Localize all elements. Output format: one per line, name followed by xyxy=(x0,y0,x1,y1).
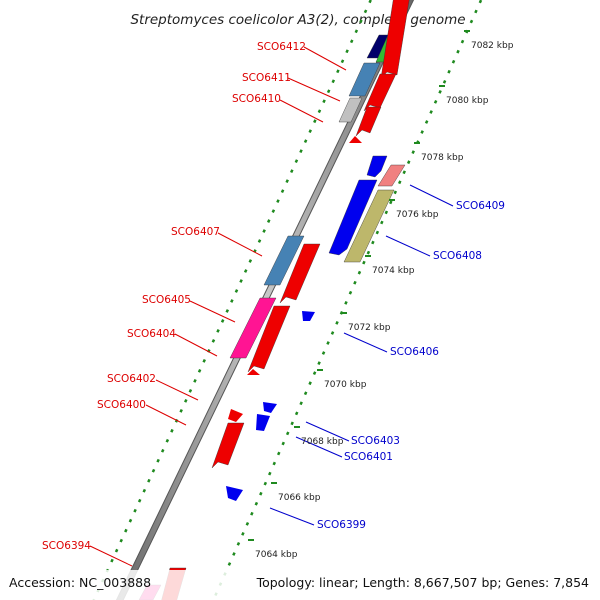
gene-grey xyxy=(338,97,363,123)
tick-label: 7082 kbp xyxy=(471,41,514,51)
gene-label-forward: SCO6407 xyxy=(171,226,220,238)
leader-line xyxy=(279,99,324,123)
gene-blue-rev-a xyxy=(366,155,388,178)
leader-line xyxy=(343,332,388,353)
gene-red-b xyxy=(355,106,382,137)
gene-label-reverse: SCO6408 xyxy=(433,250,482,262)
leader-line xyxy=(385,235,431,257)
gene-label-reverse: SCO6406 xyxy=(390,346,439,358)
leader-line xyxy=(155,379,199,401)
gene-red-a xyxy=(363,73,397,112)
genes-layer xyxy=(138,0,410,600)
genome-title: Streptomyces coelicolor A3(2), complete … xyxy=(130,12,465,28)
gene-red-tiny-a xyxy=(349,136,362,143)
gene-label-reverse: SCO6409 xyxy=(456,200,505,212)
leader-line xyxy=(217,232,263,257)
gene-label-forward: SCO6404 xyxy=(127,328,176,340)
leader-line xyxy=(269,507,315,526)
leader-line xyxy=(305,421,350,442)
strand-guide-1 xyxy=(212,0,483,600)
gene-magenta xyxy=(229,297,277,359)
leader-line xyxy=(145,404,187,426)
leader-line xyxy=(303,46,347,71)
leader-line xyxy=(174,333,218,357)
gene-label-forward: SCO6410 xyxy=(232,93,281,105)
gene-khaki xyxy=(343,189,395,263)
tick-label: 7064 kbp xyxy=(255,550,298,560)
gene-label-forward: SCO6394 xyxy=(42,540,91,552)
tick-label: 7068 kbp xyxy=(301,437,344,447)
tick-label: 7072 kbp xyxy=(348,323,391,333)
tick-label: 7066 kbp xyxy=(278,493,321,503)
gene-blue-rev-b xyxy=(328,179,378,256)
ticks-layer: 7064 kbp 7066 kbp 7068 kbp 7070 kbp 7072 kbp… xyxy=(248,30,514,560)
gene-blue-small-c xyxy=(256,414,270,431)
tick-label: 7074 kbp xyxy=(372,266,415,276)
gene-blue-small-a xyxy=(302,311,315,321)
gene-red-d xyxy=(247,305,291,373)
gene-red-tiny-b xyxy=(247,369,260,375)
gene-label-forward: SCO6402 xyxy=(107,373,156,385)
gene-label-reverse: SCO6401 xyxy=(344,451,393,463)
gene-steelblue-a xyxy=(348,62,381,97)
tick-label: 7070 kbp xyxy=(324,380,367,390)
topology-text: Topology: linear; Length: 8,667,507 bp; … xyxy=(256,575,589,590)
gene-label-forward: SCO6412 xyxy=(257,41,306,53)
gene-steelblue-b xyxy=(263,235,305,286)
gene-label-forward: SCO6405 xyxy=(142,294,191,306)
label-leaders xyxy=(89,46,454,567)
gene-pink xyxy=(377,164,406,187)
leader-line xyxy=(409,184,454,207)
leader-line xyxy=(287,77,341,102)
strand-guide-0 xyxy=(92,0,373,600)
tick-label: 7076 kbp xyxy=(396,210,439,220)
gene-blue-small-b xyxy=(263,402,277,413)
gene-label-reverse: SCO6403 xyxy=(351,435,400,447)
tick-label: 7080 kbp xyxy=(446,96,489,106)
accession-text: Accession: NC_003888 xyxy=(9,575,151,590)
gene-red-e xyxy=(211,422,245,469)
leader-line xyxy=(89,545,133,567)
gene-labels-layer: SCO6412 SCO6411 SCO6410 SCO6407 SCO6405 SCO64… xyxy=(42,41,505,552)
gene-red-small-a xyxy=(228,409,243,422)
gene-label-reverse: SCO6399 xyxy=(317,519,366,531)
gene-blue-small-d xyxy=(226,486,243,501)
footer-bg xyxy=(0,570,600,600)
gene-red-c xyxy=(279,243,321,304)
strand-guides xyxy=(92,0,483,600)
gene-label-forward: SCO6400 xyxy=(97,399,146,411)
gene-label-forward: SCO6411 xyxy=(242,72,291,84)
tick-label: 7078 kbp xyxy=(421,153,464,163)
leader-line xyxy=(189,300,236,323)
gene-red-top xyxy=(380,0,410,79)
leader-line xyxy=(295,436,343,458)
